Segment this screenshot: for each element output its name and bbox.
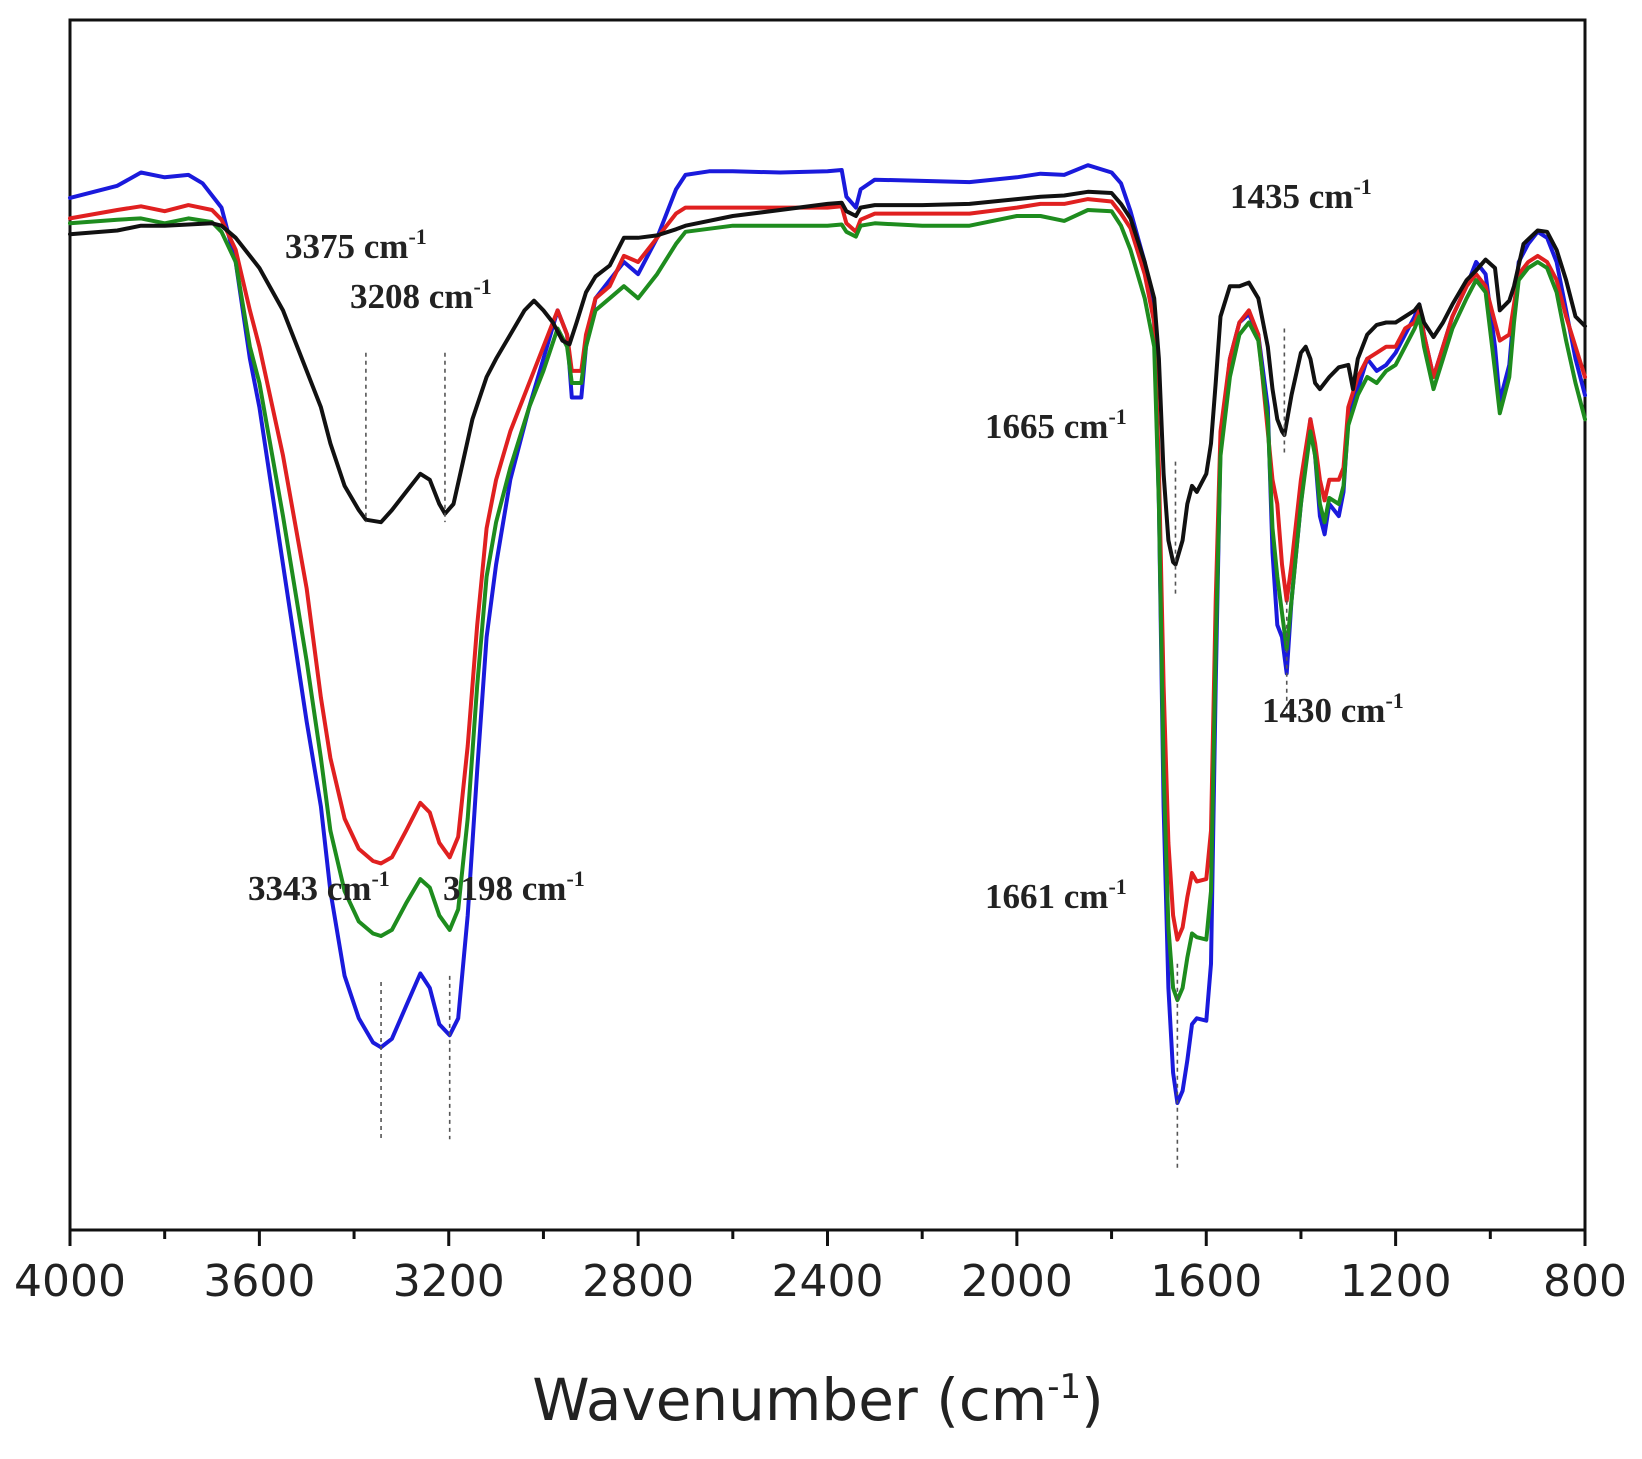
x-tick-label: 1200 [1340, 1256, 1452, 1307]
peak-label: 3375 cm-1 [285, 224, 427, 266]
peak-label: 3208 cm-1 [350, 274, 492, 316]
peak-label: 3198 cm-1 [443, 866, 585, 908]
peak-label: 1665 cm-1 [985, 404, 1127, 446]
peak-label: 1435 cm-1 [1230, 174, 1372, 216]
x-tick-label: 2000 [961, 1256, 1073, 1307]
x-axis-tick-labels: 4000 3600 3200 2800 2400 2000 1600 1200 800 [14, 1256, 1627, 1307]
x-tick-label: 2800 [582, 1256, 694, 1307]
x-tick-label: 1600 [1150, 1256, 1262, 1307]
x-tick-label: 4000 [14, 1256, 126, 1307]
peak-label: 3343 cm-1 [248, 866, 390, 908]
peak-annotations: 3375 cm-1 3208 cm-1 3343 cm-1 3198 cm-1 1665… [248, 174, 1404, 916]
series-blue [68, 163, 1587, 1105]
x-tick-label: 2400 [772, 1256, 884, 1307]
peak-label: 1430 cm-1 [1262, 688, 1404, 730]
peak-label: 1661 cm-1 [985, 874, 1127, 916]
x-tick-label: 800 [1543, 1256, 1627, 1307]
series-green [68, 208, 1587, 1003]
x-axis-title: Wavenumber (cm-1) [532, 1366, 1104, 1434]
x-axis-ticks [68, 1230, 1587, 1246]
series-red [68, 197, 1587, 942]
plot-frame [68, 18, 1587, 1232]
x-axis-title-sup: -1 [1047, 1367, 1081, 1407]
spectra-series [68, 163, 1587, 1105]
x-tick-label: 3200 [393, 1256, 505, 1307]
peak-markers [365, 328, 1288, 1170]
series-black [68, 189, 1587, 567]
x-tick-label: 3600 [203, 1256, 315, 1307]
